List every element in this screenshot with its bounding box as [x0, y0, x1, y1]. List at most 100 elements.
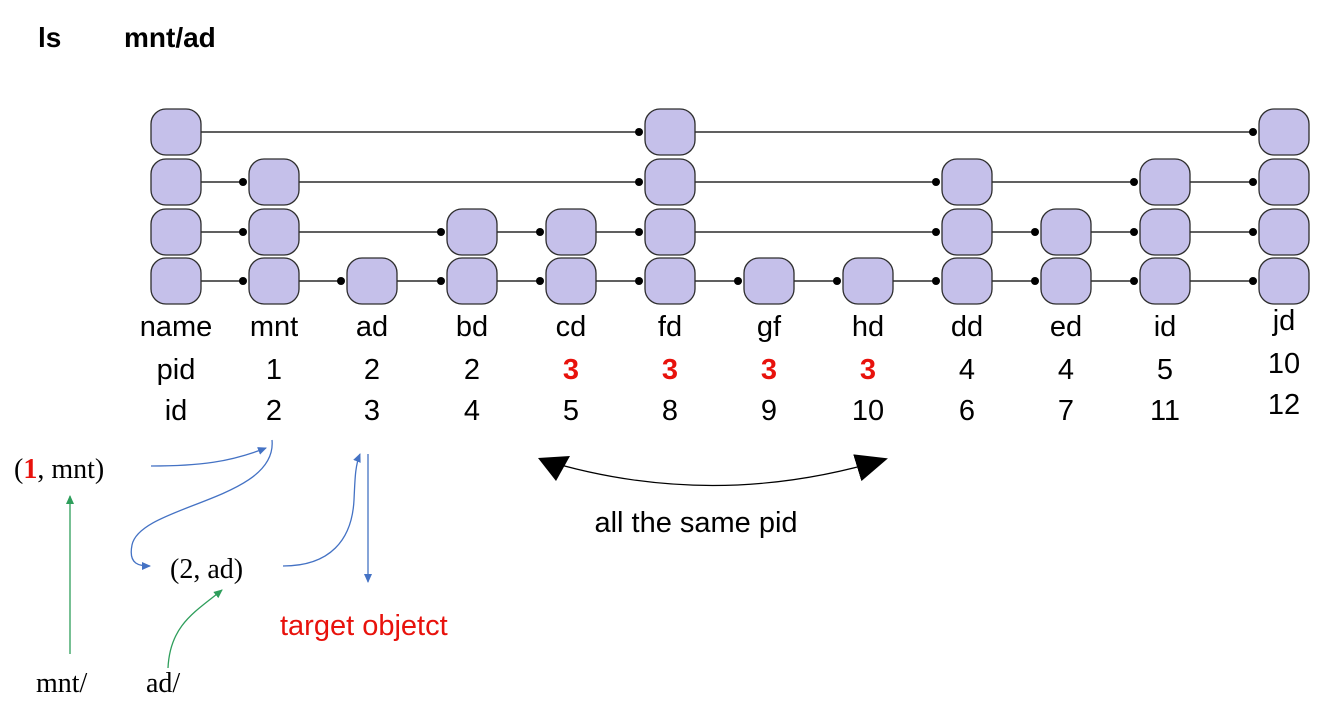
- label-id-dd: 6: [959, 395, 975, 427]
- label-pid-cd: 3: [563, 354, 579, 386]
- arrow-ad-path-to-key2: [167, 589, 223, 669]
- node-fd-level-3: [644, 158, 696, 206]
- node-bd-level-1: [446, 257, 498, 305]
- skiplist-links: [201, 128, 1257, 285]
- pointer-dot: [932, 228, 940, 236]
- label-id-gf: 9: [761, 395, 777, 427]
- pointer-dot: [239, 178, 247, 186]
- arrow-mnt-to-key2: [130, 439, 273, 570]
- label-id-cd: 5: [563, 395, 579, 427]
- label-name-fd: fd: [658, 311, 682, 343]
- label-pid-gf: 3: [761, 354, 777, 386]
- node-cd-level-1: [545, 257, 597, 305]
- pointer-dot: [635, 128, 643, 136]
- node-fd-level-1: [644, 257, 696, 305]
- pointer-dot: [1130, 277, 1138, 285]
- pointer-dot: [635, 178, 643, 186]
- head-node-level-1: [150, 257, 202, 305]
- node-cd-level-2: [545, 208, 597, 256]
- path-part-mnt: mnt/: [36, 668, 88, 699]
- label-name-dd: dd: [951, 311, 983, 343]
- pointer-dot: [536, 277, 544, 285]
- pointer-dot: [734, 277, 742, 285]
- pointer-dot: [1031, 277, 1039, 285]
- label-pid-ed: 4: [1058, 354, 1074, 386]
- node-fd-level-2: [644, 208, 696, 256]
- pointer-dot: [1130, 228, 1138, 236]
- label-id-bd: 4: [464, 395, 480, 427]
- row-label-name: name: [140, 311, 213, 343]
- pointer-dot: [1249, 228, 1257, 236]
- label-name-hd: hd: [852, 311, 884, 343]
- row-label-pid: pid: [157, 354, 196, 386]
- node-mnt-level-2: [248, 208, 300, 256]
- label-name-mnt: mnt: [250, 311, 298, 343]
- label-id-fd: 8: [662, 395, 678, 427]
- target-object-label: target objetct: [280, 610, 448, 642]
- lookup-key-first: (1, mnt): [14, 454, 104, 485]
- pointer-dot: [932, 277, 940, 285]
- node-gf-level-1: [743, 257, 795, 305]
- label-pid-dd: 4: [959, 354, 975, 386]
- node-id-level-2: [1139, 208, 1191, 256]
- label-name-jd: jd: [1272, 305, 1296, 337]
- pointer-dot: [337, 277, 345, 285]
- label-pid-bd: 2: [464, 354, 480, 386]
- label-name-id: id: [1154, 311, 1177, 343]
- node-jd-level-2: [1258, 208, 1310, 256]
- label-id-ed: 7: [1058, 395, 1074, 427]
- skiplist-nodes: [150, 108, 1310, 305]
- label-id-jd: 12: [1268, 389, 1300, 421]
- row-label-id: id: [165, 395, 188, 427]
- node-dd-level-2: [941, 208, 993, 256]
- head-node-level-4: [150, 108, 202, 156]
- pointer-dot: [932, 178, 940, 186]
- node-fd-level-4: [644, 108, 696, 156]
- label-pid-fd: 3: [662, 354, 678, 386]
- label-name-cd: cd: [556, 311, 587, 343]
- node-hd-level-1: [842, 257, 894, 305]
- node-ed-level-2: [1040, 208, 1092, 256]
- pointer-dot: [1249, 277, 1257, 285]
- column-labels: mnt 12 ad 2 3 bd 2 4 cd 3 5 fd 3 8 gf 3 9 hd 3 10 dd 4 6 ed 4 7 id…: [250, 305, 1300, 427]
- same-pid-arrow-left-head: [538, 456, 570, 481]
- node-mnt-level-1: [248, 257, 300, 305]
- node-id-level-3: [1139, 158, 1191, 206]
- node-jd-level-1: [1258, 257, 1310, 305]
- arrow-key1-to-mnt: [150, 447, 267, 467]
- path-part-ad: ad/: [146, 668, 180, 699]
- same-pid-note: all the same pid: [594, 507, 797, 539]
- pointer-dot: [239, 277, 247, 285]
- pointer-dot: [1130, 178, 1138, 186]
- label-id-mnt: 2: [266, 395, 282, 427]
- command-name: ls: [38, 22, 61, 53]
- head-node-level-3: [150, 158, 202, 206]
- pointer-dot: [437, 228, 445, 236]
- node-mnt-level-3: [248, 158, 300, 206]
- label-name-gf: gf: [757, 311, 782, 343]
- pointer-dot: [536, 228, 544, 236]
- label-id-ad: 3: [364, 395, 380, 427]
- head-node-level-2: [150, 208, 202, 256]
- node-ad-level-1: [346, 257, 398, 305]
- node-id-level-1: [1139, 257, 1191, 305]
- node-ed-level-1: [1040, 257, 1092, 305]
- label-name-ed: ed: [1050, 311, 1082, 343]
- pointer-dot: [635, 228, 643, 236]
- label-name-bd: bd: [456, 311, 488, 343]
- label-pid-hd: 3: [860, 354, 876, 386]
- pointer-dot: [1249, 178, 1257, 186]
- label-name-ad: ad: [356, 311, 388, 343]
- arrow-key2-to-ad: [282, 453, 361, 567]
- label-pid-id: 5: [1157, 354, 1173, 386]
- pointer-dot: [1031, 228, 1039, 236]
- pointer-dot: [635, 277, 643, 285]
- pointer-dot: [1249, 128, 1257, 136]
- label-pid-mnt: 1: [266, 354, 282, 386]
- node-jd-level-3: [1258, 158, 1310, 206]
- command-argument: mnt/ad: [124, 22, 216, 53]
- same-pid-arrow: [539, 454, 888, 487]
- label-pid-jd: 10: [1268, 348, 1300, 380]
- node-dd-level-1: [941, 257, 993, 305]
